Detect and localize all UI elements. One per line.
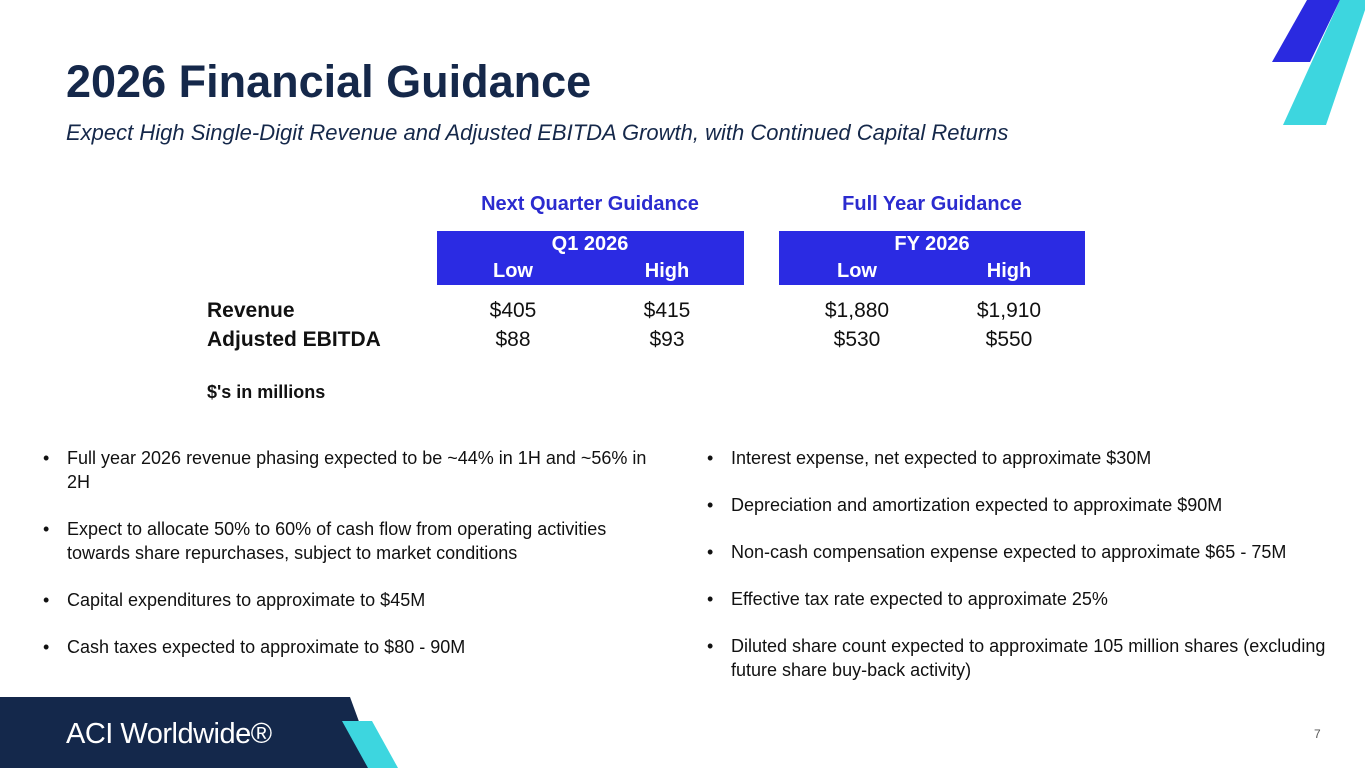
cell: $88	[495, 328, 531, 351]
cell: $530	[833, 328, 881, 351]
cell: $415	[643, 299, 691, 322]
page-number: 7	[1314, 727, 1321, 741]
bullet-list: Interest expense, net expected to approx…	[707, 446, 1357, 705]
title: 2026 Financial Guidance	[66, 56, 592, 107]
column-header: Low	[837, 260, 877, 282]
row-label: Revenue	[207, 299, 295, 322]
bullet: Full year 2026 revenue phasing expected …	[43, 446, 669, 494]
bullet: Diluted share count expected to approxim…	[707, 634, 1357, 682]
cell: $550	[985, 328, 1033, 351]
bullet: Interest expense, net expected to approx…	[707, 446, 1357, 470]
column-header: High	[986, 260, 1032, 282]
footer-stripe	[342, 721, 398, 768]
note: $'s in millions	[207, 382, 326, 402]
footer-band	[0, 697, 376, 768]
bullet: Expect to allocate 50% to 60% of cash fl…	[43, 517, 669, 565]
bullet: Effective tax rate expected to approxima…	[707, 587, 1357, 611]
column-header: Low	[493, 260, 533, 282]
cell: $1,910	[976, 299, 1042, 322]
row-label: Adjusted EBITDA	[207, 328, 381, 351]
bullet: Cash taxes expected to approximate to $8…	[43, 635, 669, 659]
bullet-list: Full year 2026 revenue phasing expected …	[43, 446, 669, 682]
subtitle: Expect High Single-Digit Revenue and Adj…	[66, 120, 1009, 145]
group-heading: Next Quarter Guidance	[481, 193, 699, 215]
column-header: High	[644, 260, 690, 282]
group-heading: Full Year Guidance	[842, 193, 1022, 215]
header-box	[779, 231, 1085, 285]
bullet: Capital expenditures to approximate to $…	[43, 588, 669, 612]
period: Q1 2026	[551, 233, 629, 255]
cell: $93	[649, 328, 685, 351]
header-box	[437, 231, 744, 285]
period: FY 2026	[894, 233, 970, 255]
cell: $1,880	[824, 299, 890, 322]
bullet: Depreciation and amortization expected t…	[707, 493, 1357, 517]
cell: $405	[489, 299, 537, 322]
corner-shape	[1283, 0, 1365, 125]
corner-shape	[1272, 0, 1340, 62]
bullet: Non-cash compensation expense expected t…	[707, 540, 1357, 564]
logo: ACI Worldwide®	[66, 718, 272, 750]
